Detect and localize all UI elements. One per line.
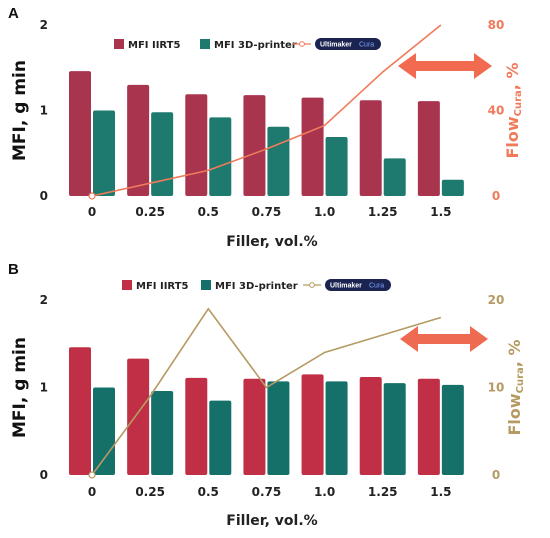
bar-mfi-iirt5 [359,377,382,475]
y2-tick-label: 0 [492,189,500,203]
legend-swatch [122,280,132,290]
x-tick-label: 0.5 [198,205,219,219]
y-tick-label: 2 [40,18,48,32]
y2-tick-label: 0 [492,468,500,482]
bar-mfi-iirt5 [301,97,324,196]
y-tick-label: 1 [40,381,48,395]
bar-mfi-3d-printer [151,112,174,196]
legend-line-marker [309,282,315,288]
x-tick-label: 0 [88,485,96,499]
bar-mfi-iirt5 [243,378,266,475]
y-axis-label: MFI, g min [10,60,30,161]
legend-swatch [114,39,124,49]
cura-badge-text: Ultimaker [320,42,352,49]
double-arrow-icon [398,53,492,79]
bar-mfi-iirt5 [417,101,440,196]
bar-mfi-iirt5 [359,100,382,196]
bar-mfi-3d-printer [151,391,174,475]
x-tick-label: 1.0 [314,205,335,219]
y-tick-label: 0 [40,189,48,203]
y2-label-suffix: , % [503,62,522,90]
panel-letter: A [8,5,19,22]
y2-label-sub: Cura [513,90,524,116]
bar-mfi-3d-printer [93,387,115,475]
cura-badge-text: Ultimaker [330,283,362,290]
y2-label-suffix: , % [505,339,524,367]
bar-mfi-iirt5 [127,84,150,196]
double-arrow-icon [400,326,488,352]
bar-mfi-3d-printer [325,381,348,475]
bar-mfi-iirt5 [243,95,266,196]
y2-label-main: Flow [503,116,522,158]
cura-badge-name: Cura [369,283,384,290]
legend-swatch [201,280,211,290]
panel-letter: B [8,261,19,278]
legend-label: MFI 3D-printer [214,40,297,51]
cura-flow-line [91,307,442,476]
y2-tick-label: 20 [488,293,505,307]
bar-mfi-iirt5 [69,347,91,475]
y2-axis-label: FlowCura, % [503,62,524,158]
bar-mfi-3d-printer [267,381,290,475]
bar-mfi-iirt5 [127,358,150,475]
x-tick-label: 1.0 [314,485,335,499]
x-tick-label: 0.75 [252,205,282,219]
bar-mfi-3d-printer [209,117,232,196]
y2-tick-label: 80 [488,18,505,32]
cura-flow-point [88,471,96,479]
legend-line-marker [299,41,305,47]
cura-flow-line [91,24,442,197]
cura-badge [315,38,381,50]
x-tick-label: 0.25 [135,205,165,219]
y2-axis-label: FlowCura, % [505,339,526,435]
bar-mfi-3d-printer [267,126,290,196]
cura-flow-point [88,192,96,200]
y-tick-label: 2 [40,293,48,307]
x-tick-label: 0.25 [135,485,165,499]
x-tick-label: 1.25 [368,205,398,219]
bar-mfi-3d-printer [93,110,115,196]
y-tick-label: 1 [40,104,48,118]
y-axis-label: MFI, g min [10,337,30,438]
y2-tick-label: 40 [488,104,505,118]
bar-mfi-iirt5 [417,378,440,475]
bar-mfi-3d-printer [383,383,406,475]
legend-label: MFI IIRT5 [128,40,180,51]
x-tick-label: 0.75 [252,485,282,499]
bar-mfi-iirt5 [185,94,208,196]
x-axis-label: Filler, vol.% [226,234,317,250]
bar-mfi-iirt5 [69,71,91,196]
x-axis-label: Filler, vol.% [226,513,317,529]
y2-tick-label: 10 [488,381,505,395]
legend-label: MFI IIRT5 [136,281,188,292]
x-tick-label: 0.5 [198,485,219,499]
x-tick-label: 0 [88,205,96,219]
x-tick-label: 1.5 [430,485,451,499]
bar-mfi-3d-printer [209,400,232,475]
bar-mfi-3d-printer [325,137,348,196]
bar-mfi-3d-printer [383,158,406,196]
y2-label-main: Flow [505,393,524,435]
x-tick-label: 1.5 [430,205,451,219]
y2-label-sub: Cura [515,367,526,393]
panel-a: A 0 1 2 0 40 80 0 0.25 0.5 0.75 1.0 1.25 1.5 Filler, v… [8,5,524,250]
bar-mfi-3d-printer [441,384,464,475]
x-tick-label: 1.25 [368,485,398,499]
cura-badge-name: Cura [359,42,374,49]
bar-mfi-iirt5 [185,377,208,475]
legend-label: MFI 3D-printer [215,281,298,292]
legend-swatch [200,39,210,49]
y-tick-label: 0 [40,468,48,482]
bar-mfi-iirt5 [301,374,324,475]
cura-badge [325,279,391,291]
bar-mfi-3d-printer [441,179,464,196]
